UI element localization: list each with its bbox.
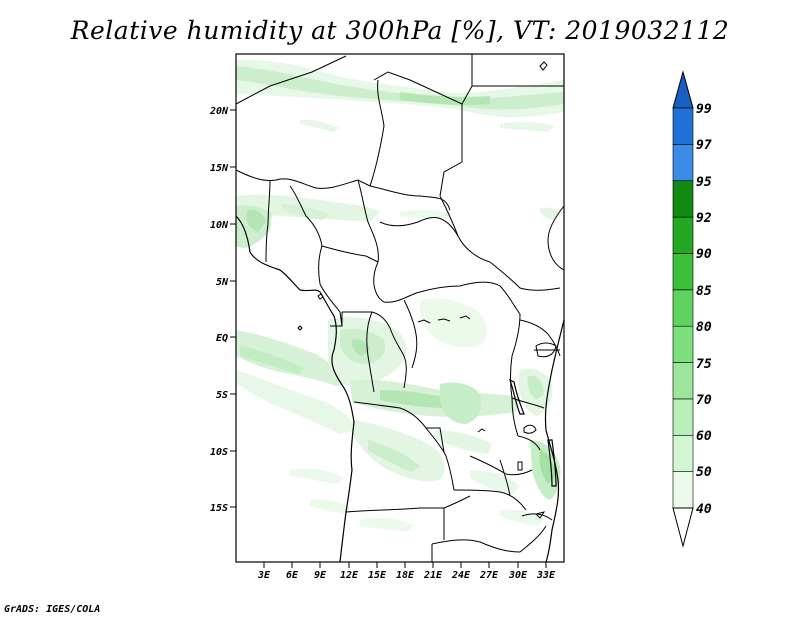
colorbar-label: 99 [696,102,712,117]
colorbar-cell [672,107,694,145]
colorbar-cell [672,362,694,400]
grads-credit: GrADS: IGES/COLA [4,604,101,615]
lon-label: 18E [396,570,415,581]
lat-label: 10S [210,447,228,458]
colorbar-cell [672,144,694,182]
lon-label: 3E [257,570,271,581]
map-panel: 20N 15N 10N 5N EQ 5S 10S 15S 3E 6E 9E 12… [209,53,565,581]
colorbar-top-arrow [672,70,694,109]
colorbar-cell [672,434,694,472]
lon-label: 9E [314,570,327,581]
colorbar-label: 92 [696,211,712,226]
lon-label: 33E [536,570,556,581]
colorbar-label: 90 [696,247,712,262]
colorbar-cell [672,253,694,291]
lat-label: 10N [210,220,229,231]
colorbar-label: 95 [696,175,712,190]
colorbar-label: 60 [696,429,712,444]
colorbar-cell [672,398,694,436]
humidity-field [236,59,564,532]
country-borders [235,54,565,563]
colorbar-cell [672,216,694,254]
colorbar-bottom-arrow [672,507,694,548]
lat-label: 5S [216,390,228,401]
lon-label: 24E [451,570,471,581]
lon-label: 6E [286,570,299,581]
colorbar-cell [672,325,694,363]
lat-axis: 20N 15N 10N 5N EQ 5S 10S 15S [209,106,236,514]
lat-label: 15S [210,503,228,514]
lon-label: 27E [479,570,499,581]
colorbar-label: 70 [696,393,712,408]
colorbar-label: 40 [696,502,712,517]
lon-label: 21E [423,570,443,581]
lat-label: 15N [210,163,229,174]
lon-label: 30E [508,570,528,581]
lon-axis: 3E 6E 9E 12E 15E 18E 21E 24E 27E 30E 33E [257,562,556,581]
lon-label: 12E [340,570,359,581]
colorbar-label: 85 [696,284,712,299]
colorbar-label: 75 [696,357,712,372]
colorbar-label: 80 [696,320,712,335]
lat-label: EQ [216,333,228,344]
colorbar-label: 50 [696,465,712,480]
colorbar-cell [672,471,694,509]
chart-title: Relative humidity at 300hPa [%], VT: 201… [70,16,730,45]
lon-label: 15E [368,570,387,581]
colorbar-cell [672,180,694,218]
colorbar-label: 97 [696,138,712,153]
lat-label: 5N [216,277,229,288]
colorbar: 40 50 60 70 75 80 85 90 92 95 97 99 [672,70,712,548]
lat-label: 20N [209,106,229,117]
map-frame [235,53,565,563]
colorbar-cell [672,289,694,327]
